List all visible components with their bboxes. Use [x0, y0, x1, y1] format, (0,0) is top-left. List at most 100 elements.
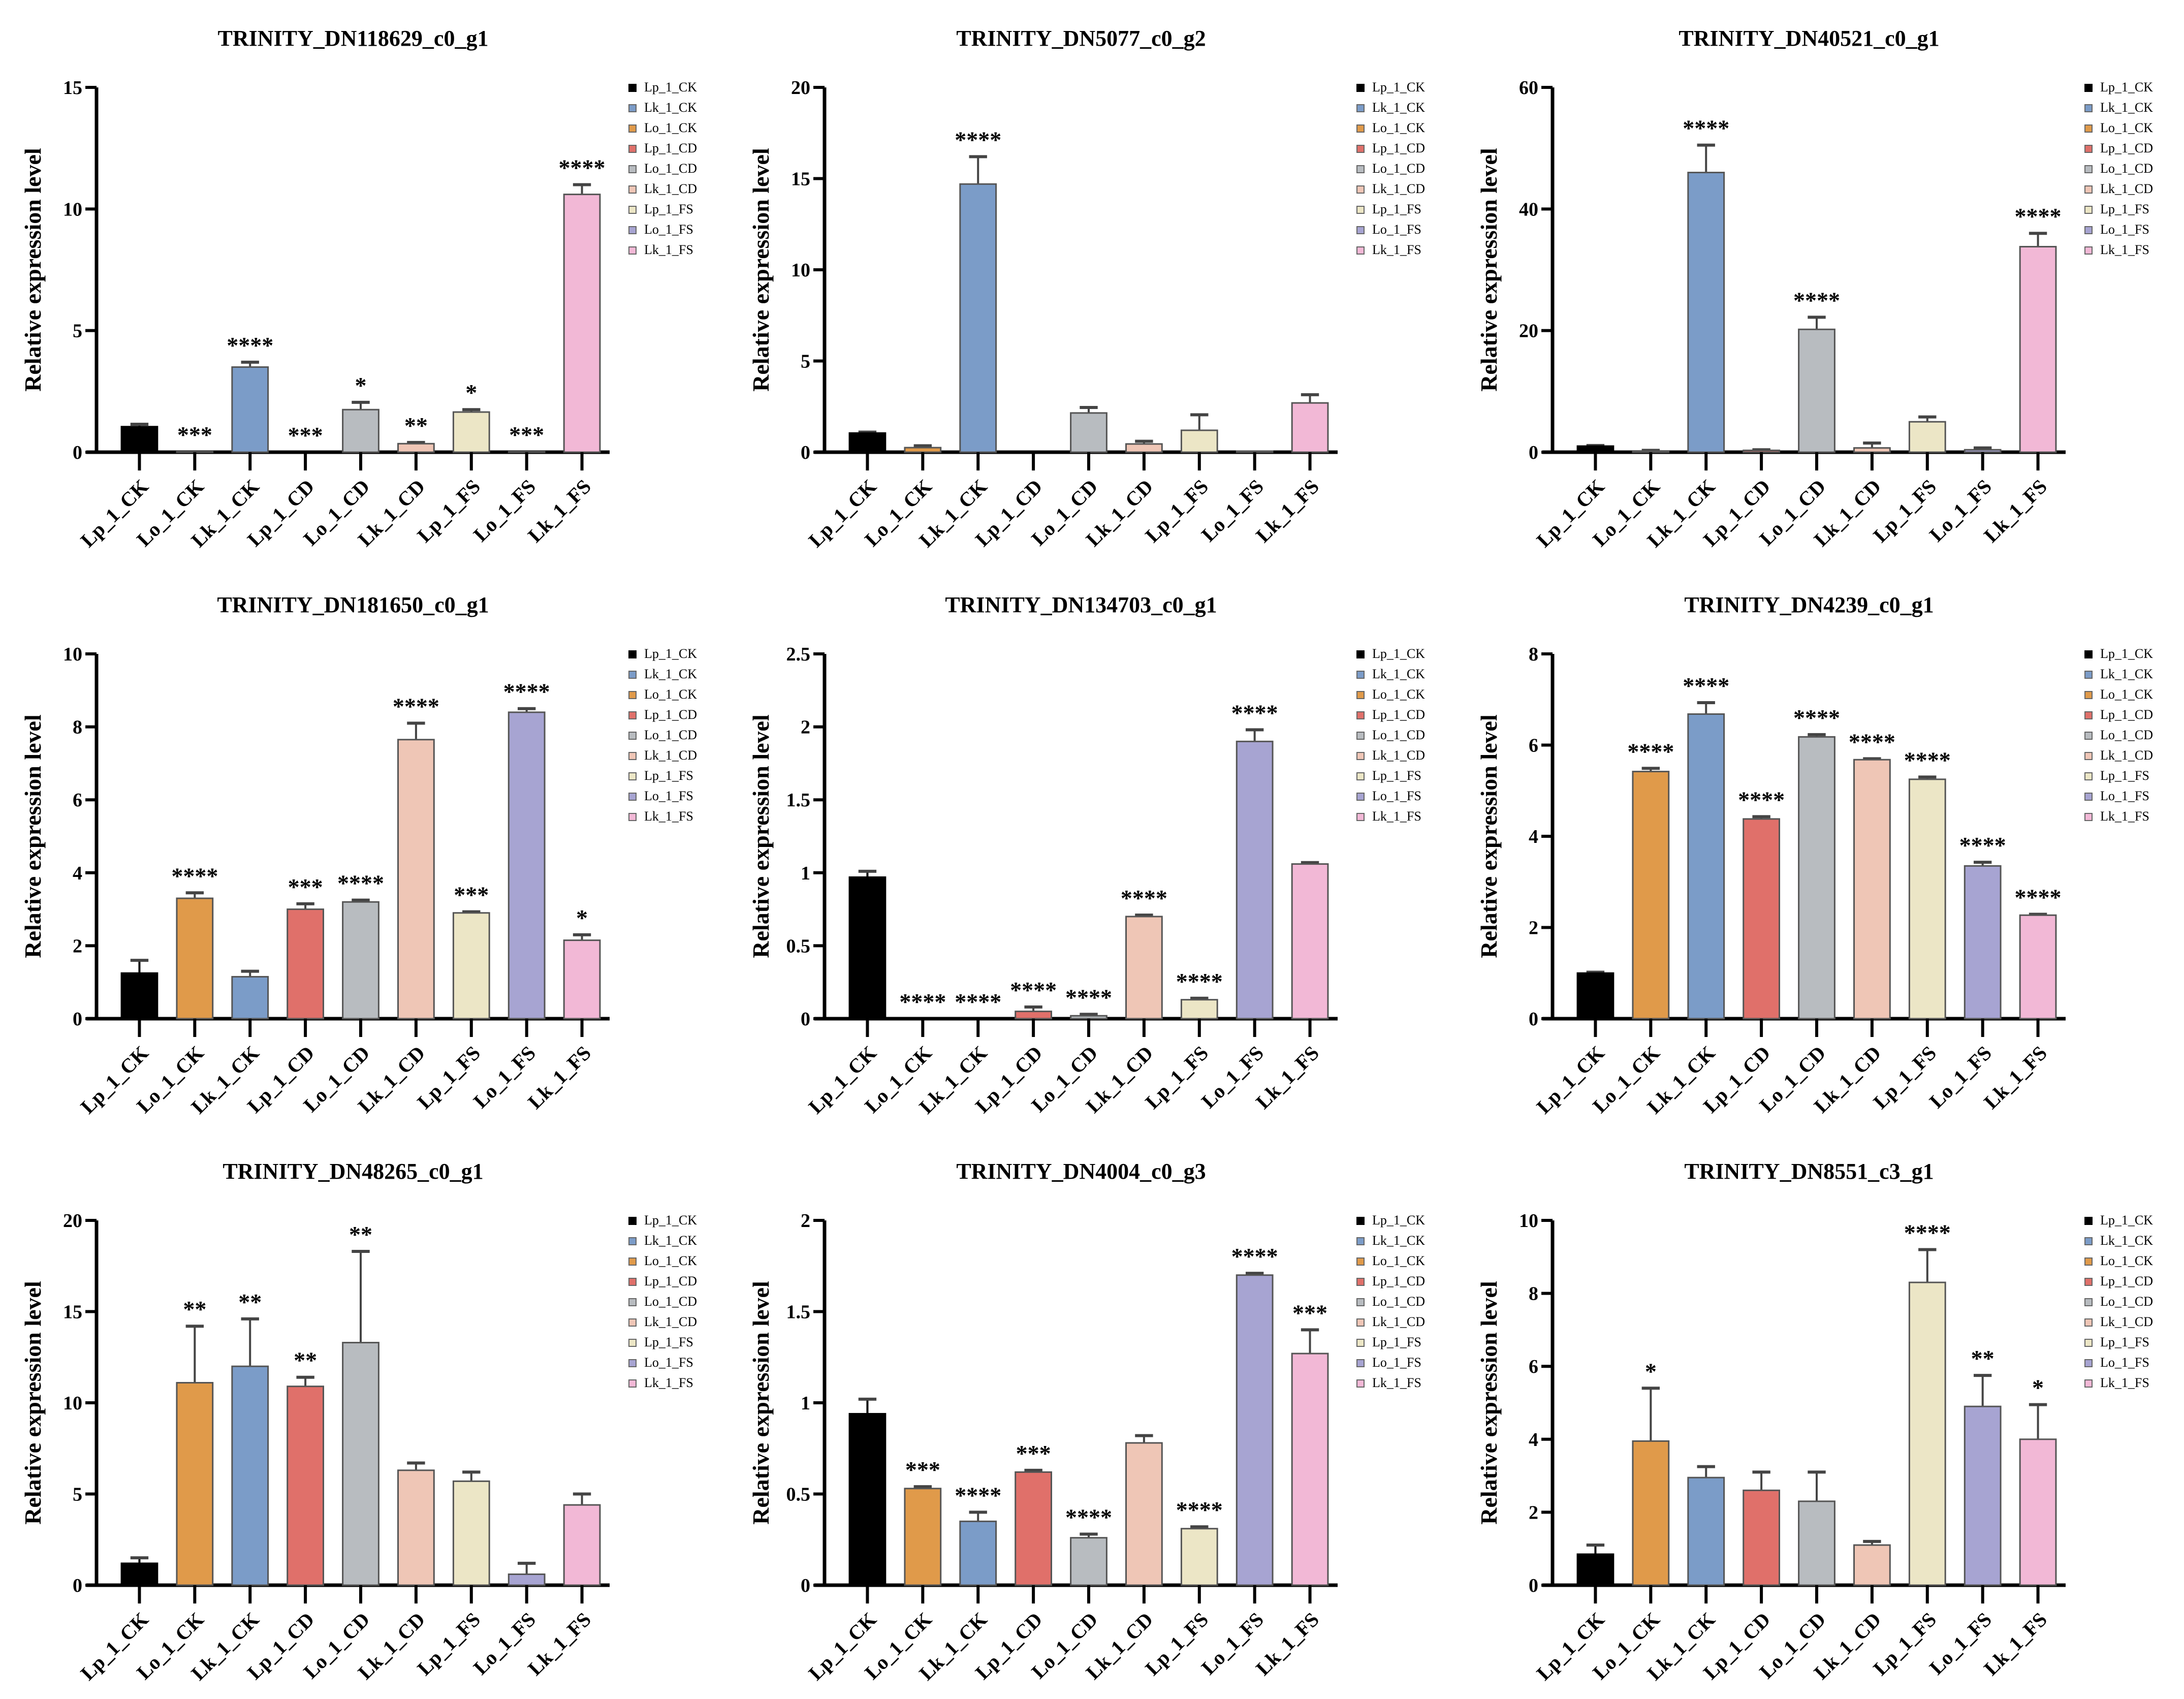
y-tick-label: 20 — [63, 1210, 82, 1232]
bar — [2019, 914, 2057, 1020]
y-tick-label: 40 — [1519, 199, 1538, 220]
significance-label: **** — [955, 989, 1001, 1015]
legend-label: Lk_1_CK — [644, 100, 697, 115]
legend-swatch — [2084, 732, 2093, 740]
bar — [397, 1469, 435, 1586]
legend-swatch — [1356, 1217, 1365, 1225]
legend-label: Lk_1_CK — [2100, 1233, 2153, 1248]
legend-label: Lo_1_CK — [644, 120, 697, 135]
legend-label: Lp_1_CD — [644, 1274, 697, 1288]
y-tick-label: 1.5 — [786, 790, 811, 811]
bar — [508, 711, 546, 1020]
bar — [1576, 972, 1615, 1020]
significance-label: **** — [1738, 786, 1785, 812]
y-tick-label: 6 — [73, 790, 82, 811]
significance-label: **** — [955, 1482, 1001, 1508]
bar — [959, 1520, 997, 1586]
legend-label: Lk_1_CK — [2100, 667, 2153, 681]
legend-swatch — [628, 1318, 637, 1327]
significance-label: **** — [2015, 203, 2062, 229]
legend-swatch — [2084, 1318, 2093, 1327]
legend-label: Lp_1_FS — [2100, 768, 2149, 783]
significance-label: * — [465, 380, 477, 405]
legend-label: Lp_1_CK — [644, 1213, 697, 1228]
y-tick-label: 0 — [1529, 442, 1538, 463]
bar — [1236, 1274, 1274, 1586]
bar — [1964, 1405, 2002, 1586]
significance-label: **** — [1231, 700, 1278, 726]
bar — [1853, 1544, 1891, 1586]
legend-label: Lk_1_CK — [2100, 100, 2153, 115]
bar — [1964, 865, 2002, 1020]
bar — [1743, 449, 1781, 453]
chart-title: TRINITY_DN8551_c3_g1 — [1684, 1159, 1934, 1184]
legend-swatch — [2084, 1339, 2093, 1347]
legend-label: Lp_1_CD — [1372, 1274, 1425, 1288]
significance-label: **** — [1121, 885, 1167, 911]
y-tick-label: 2 — [1529, 1502, 1538, 1523]
legend-swatch — [628, 206, 637, 214]
legend-label: Lp_1_CD — [2100, 707, 2153, 722]
y-axis-label: Relative expression level — [748, 1281, 774, 1525]
chart-title: TRINITY_DN181650_c0_g1 — [217, 592, 489, 617]
significance-label: **** — [171, 863, 218, 889]
legend-swatch — [1356, 104, 1365, 112]
legend-swatch — [2084, 1257, 2093, 1266]
bar — [1743, 1489, 1781, 1586]
bar — [287, 1386, 325, 1586]
bar — [508, 1573, 546, 1586]
legend-swatch — [2084, 1298, 2093, 1306]
legend-swatch — [2084, 1379, 2093, 1388]
bar — [231, 976, 269, 1020]
legend-swatch — [628, 813, 637, 821]
bar — [397, 443, 435, 453]
bar — [904, 1488, 942, 1586]
bar — [1964, 449, 2002, 453]
significance-label: *** — [905, 1457, 940, 1483]
legend-label: Lk_1_CK — [1372, 667, 1425, 681]
chart-panel: TRINITY_DN118629_c0_g1 Relative expressio… — [20, 26, 697, 552]
bar — [1180, 999, 1218, 1020]
legend-label: Lk_1_CD — [1372, 748, 1425, 763]
legend-swatch — [2084, 711, 2093, 719]
legend-swatch — [628, 691, 637, 699]
y-tick-label: 0 — [1529, 1009, 1538, 1030]
legend-swatch — [2084, 124, 2093, 133]
significance-label: **** — [1176, 968, 1223, 994]
y-tick-label: 2 — [801, 1210, 810, 1232]
legend-swatch — [628, 671, 637, 679]
significance-label: **** — [955, 127, 1001, 152]
bar — [1853, 759, 1891, 1020]
y-tick-label: 0.5 — [786, 935, 811, 957]
bar — [1908, 421, 1946, 453]
legend-swatch — [628, 1298, 637, 1306]
legend-label: Lo_1_CK — [2100, 120, 2153, 135]
legend-label: Lo_1_CD — [644, 728, 697, 742]
legend-label: Lk_1_CK — [644, 667, 697, 681]
y-axis-label: Relative expression level — [1476, 1281, 1502, 1525]
bar — [231, 366, 269, 453]
legend-label: Lk_1_CD — [2100, 748, 2153, 763]
legend-swatch — [1356, 165, 1365, 173]
y-tick-label: 0 — [801, 1575, 810, 1596]
legend-label: Lo_1_CD — [2100, 161, 2153, 176]
legend-label: Lk_1_CD — [644, 748, 697, 763]
legend-swatch — [1356, 1257, 1365, 1266]
bar — [1632, 1440, 1670, 1586]
significance-label: ** — [294, 1347, 317, 1373]
significance-label: *** — [454, 882, 489, 908]
legend-label: Lk_1_FS — [2100, 809, 2149, 824]
legend-label: Lo_1_CK — [1372, 120, 1425, 135]
significance-label: **** — [1959, 832, 2006, 858]
y-tick-label: 1 — [801, 863, 810, 884]
y-axis-label: Relative expression level — [20, 714, 46, 958]
legend-label: Lo_1_FS — [1372, 789, 1421, 803]
legend-label: Lo_1_FS — [644, 222, 693, 237]
legend-label: Lo_1_CK — [2100, 687, 2153, 702]
bar — [452, 1480, 490, 1586]
legend-label: Lp_1_CK — [1372, 80, 1425, 95]
bar — [1632, 450, 1670, 453]
legend-swatch — [2084, 104, 2093, 112]
bar — [1291, 1352, 1329, 1586]
legend-label: Lo_1_FS — [2100, 789, 2149, 803]
